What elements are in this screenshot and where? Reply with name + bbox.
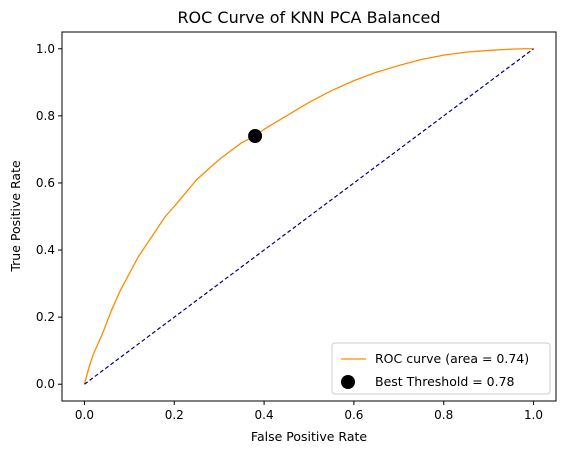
legend-best-threshold-marker xyxy=(341,375,355,389)
legend-roc-label: ROC curve (area = 0.74) xyxy=(375,351,529,366)
y-axis-label: True Positive Rate xyxy=(8,160,23,273)
x-tick-label: 0.0 xyxy=(75,408,94,422)
x-tick-label: 0.4 xyxy=(255,408,274,422)
y-tick-label: 0.6 xyxy=(36,176,55,190)
y-tick-label: 1.0 xyxy=(36,42,55,56)
legend-best-threshold-label: Best Threshold = 0.78 xyxy=(375,374,515,389)
axes-frame xyxy=(61,31,557,402)
y-axis-ticks: 0.0 0.2 0.4 0.6 0.8 1.0 xyxy=(36,42,62,391)
legend-box xyxy=(331,342,551,395)
plot-area xyxy=(83,48,534,385)
x-tick-label: 0.6 xyxy=(344,408,363,422)
x-tick-label: 0.2 xyxy=(165,408,184,422)
chance-diagonal-line xyxy=(84,48,534,385)
y-tick-label: 0.0 xyxy=(36,377,55,391)
x-tick-label: 1.0 xyxy=(524,408,543,422)
legend: ROC curve (area = 0.74) Best Threshold =… xyxy=(331,342,551,395)
y-tick-label: 0.8 xyxy=(36,109,55,123)
chart-title: ROC Curve of KNN PCA Balanced xyxy=(177,8,440,27)
y-tick-label: 0.4 xyxy=(36,243,55,257)
best-threshold-point xyxy=(248,128,263,143)
x-axis-ticks: 0.0 0.2 0.4 0.6 0.8 1.0 xyxy=(75,401,543,422)
y-tick-label: 0.2 xyxy=(36,310,55,324)
x-tick-label: 0.8 xyxy=(434,408,453,422)
x-axis-label: False Positive Rate xyxy=(251,429,367,444)
